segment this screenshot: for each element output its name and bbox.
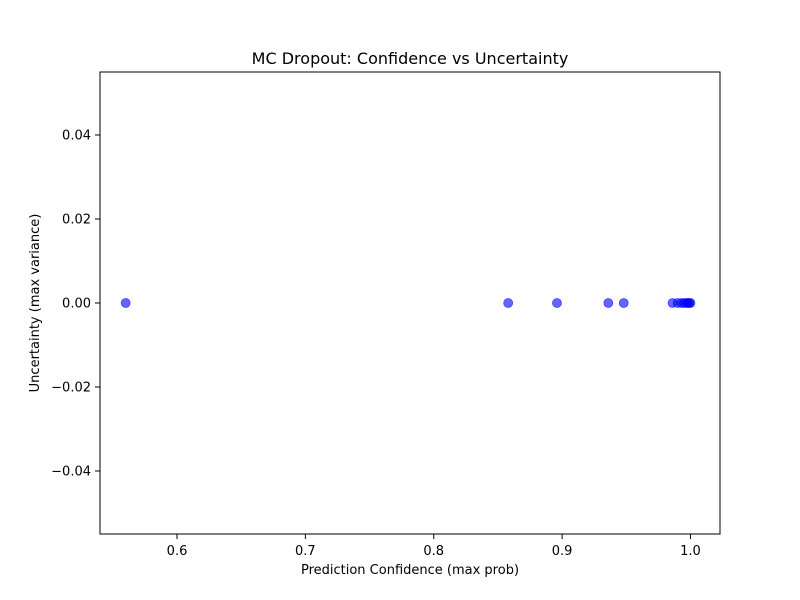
chart-title: MC Dropout: Confidence vs Uncertainty: [252, 49, 569, 68]
plot-area: [100, 72, 720, 534]
y-tick-label: −0.04: [51, 465, 91, 480]
y-axis-label: Uncertainty (max variance): [28, 214, 43, 393]
x-tick-label: 0.9: [552, 544, 573, 559]
x-tick-label: 0.7: [295, 544, 316, 559]
x-axis-label: Prediction Confidence (max prob): [301, 563, 519, 578]
y-tick-label: −0.02: [51, 381, 91, 396]
y-tick-label: 0.02: [62, 213, 91, 228]
scatter-point: [603, 298, 614, 308]
scatter-point: [552, 298, 562, 308]
plot-frame: [99, 71, 721, 535]
y-tick-label: 0.00: [62, 297, 91, 312]
x-tick-label: 1.0: [680, 544, 701, 559]
x-tick-label: 0.8: [423, 544, 444, 559]
scatter-point: [503, 298, 514, 308]
y-tick-label: 0.04: [62, 129, 91, 144]
points-layer: [120, 298, 696, 308]
scatter-point: [685, 298, 696, 308]
x-tick-label: 0.6: [167, 544, 188, 559]
ticks-layer: 0.6 0.7 0.8 0.9 1.0 −0.04 −0.02 0.00 0.02 0.04: [51, 129, 701, 560]
scatter-point: [618, 298, 629, 308]
scatter-point: [120, 298, 131, 308]
